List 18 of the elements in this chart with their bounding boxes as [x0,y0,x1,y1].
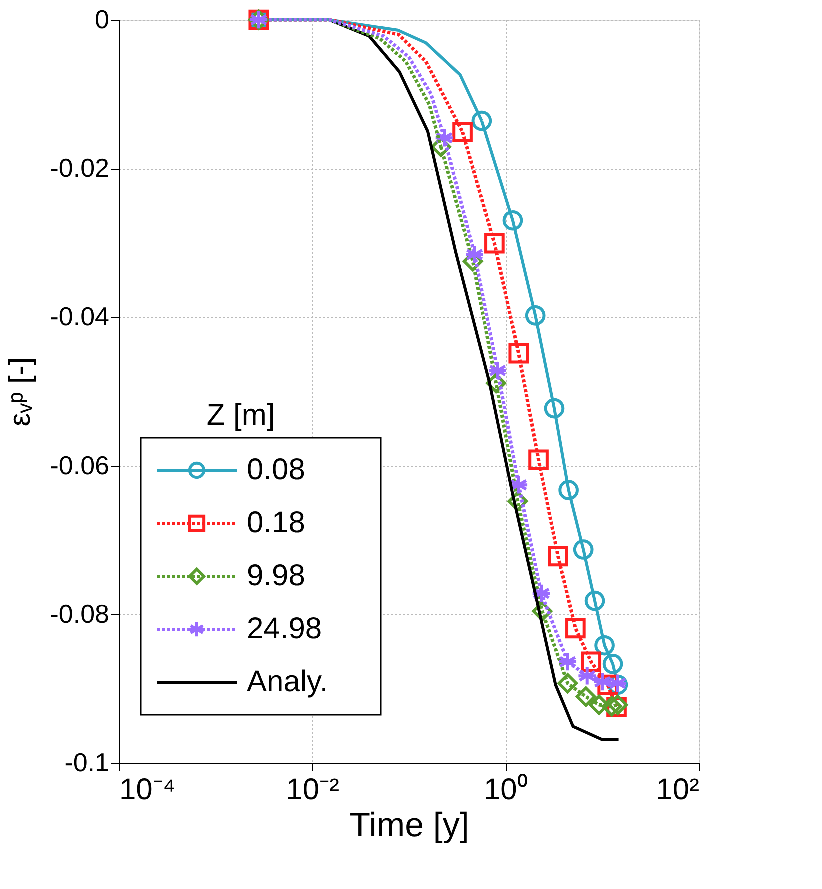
legend-label: 0.18 [247,506,306,540]
y-tick-label: -0.1 [64,748,110,778]
legend-title: Z [m] [206,399,276,432]
legend-label: 9.98 [247,560,306,592]
y-tick-label: -0.02 [50,153,110,184]
legend-label: 24.98 [247,612,322,646]
x-tick-label: 10⁻⁴ [120,774,176,806]
x-tick-label: 10² [656,774,700,806]
y-axis-title: εᵥᵖ [-] [4,357,38,427]
legend-label: 0.08 [247,454,306,486]
y-tick-label: -0.04 [50,302,110,332]
x-tick-label: 10⁻² [286,774,340,806]
legend-label: Analy. [247,666,328,698]
x-tick-label: 10⁰ [484,774,528,806]
y-tick-label: 0 [95,4,110,34]
y-tick-label: -0.08 [50,598,110,629]
x-axis-title: Time [y] [350,806,470,844]
y-tick-label: -0.06 [50,450,110,480]
